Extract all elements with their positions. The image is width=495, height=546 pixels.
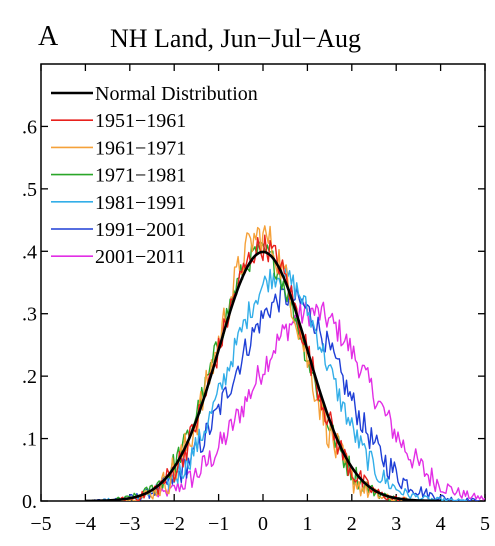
- legend-label: 1981−1991: [95, 192, 186, 214]
- series-line-5: [93, 284, 480, 501]
- x-tick-label: 3: [391, 513, 401, 535]
- series-line-6: [155, 301, 485, 501]
- y-tick-label: .3: [22, 304, 37, 326]
- series-line-1: [120, 234, 406, 501]
- y-tick-label: .2: [22, 366, 37, 388]
- x-tick-label: −1: [208, 513, 229, 535]
- y-tick-label: 0.: [22, 491, 37, 513]
- x-tick-label: 5: [480, 513, 490, 535]
- y-axis: 0. .1 .2 .3 .4 .5 .6: [22, 116, 485, 513]
- x-tick-label: −3: [119, 513, 140, 535]
- x-tick-label: 1: [302, 513, 312, 535]
- legend-label: 1961−1971: [95, 137, 186, 159]
- legend-label: 1971−1981: [95, 165, 186, 187]
- x-tick-label: 4: [436, 513, 446, 535]
- y-tick-label: .5: [22, 179, 37, 201]
- x-tick-label: 0: [258, 513, 268, 535]
- x-tick-label: −5: [30, 513, 51, 535]
- legend-label: 1951−1961: [95, 110, 186, 132]
- chart-title: NH Land, Jun−Jul−Aug: [110, 24, 361, 53]
- series-line-3: [116, 241, 410, 501]
- series-line-2: [120, 225, 410, 501]
- y-tick-label: .4: [22, 241, 37, 263]
- y-tick-label: .1: [22, 429, 37, 451]
- panel-label: A: [38, 21, 59, 52]
- legend: Normal Distribution 1951−1961 1961−1971 197…: [51, 83, 258, 268]
- series-line-0: [85, 250, 442, 501]
- legend-label: 1991−2001: [95, 219, 186, 241]
- x-tick-label: 2: [347, 513, 357, 535]
- x-tick-label: −2: [164, 513, 185, 535]
- series-layer: [85, 225, 485, 501]
- legend-label: Normal Distribution: [95, 83, 258, 105]
- y-tick-label: .6: [22, 116, 37, 138]
- x-tick-label: −4: [75, 513, 96, 535]
- legend-label: 2001−2011: [95, 246, 186, 268]
- x-axis: −5 −4 −3 −2 −1 0 1 2 3 4 5: [30, 64, 490, 535]
